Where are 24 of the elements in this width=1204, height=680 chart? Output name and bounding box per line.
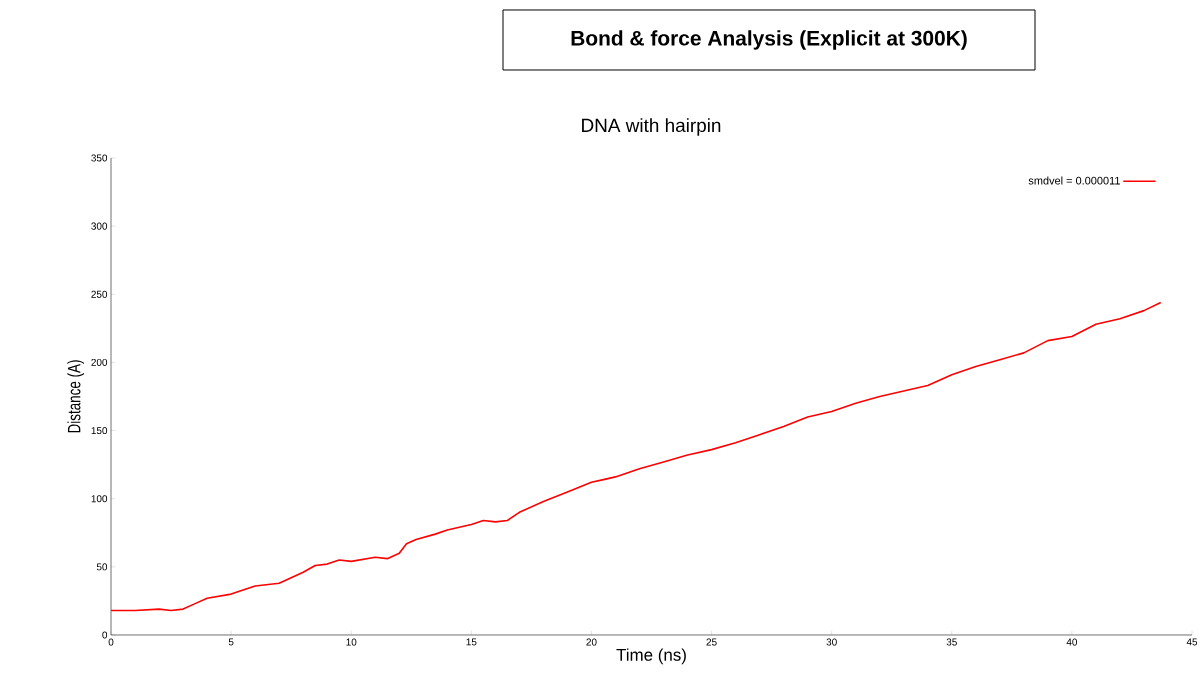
chart-subtitle: DNA with hairpin (582, 118, 721, 136)
chart-title: Bond & force Analysis (Explicit at 300K) (571, 30, 967, 50)
y-tick-label: 250 (91, 290, 108, 298)
x-axis-title: Time (ns) (616, 648, 686, 665)
x-tick-label: 45 (1186, 638, 1198, 646)
x-tick-label: 20 (586, 638, 597, 646)
x-tick-label: 0 (108, 638, 114, 646)
y-tick-label: 0 (102, 631, 108, 639)
legend-label: smdvel = 0.000011 (1028, 176, 1120, 185)
y-tick-label: 200 (91, 358, 108, 366)
x-tick-label: 35 (946, 638, 957, 646)
x-tick-label: 40 (1066, 638, 1078, 646)
y-tick-label: 100 (91, 495, 108, 503)
line-series (111, 301, 1162, 612)
x-tick-label: 10 (346, 638, 357, 646)
y-axis-title: Distance (A) (67, 360, 85, 433)
x-tick-label: 25 (706, 638, 717, 646)
x-tick-label: 30 (826, 638, 837, 646)
y-tick-label: 300 (91, 222, 108, 230)
y-tick-label: 150 (91, 427, 108, 435)
x-tick-label: 5 (228, 638, 234, 646)
x-tick-label: 15 (466, 638, 477, 646)
y-tick-label: 50 (96, 563, 108, 571)
y-tick-label: 350 (91, 154, 108, 162)
